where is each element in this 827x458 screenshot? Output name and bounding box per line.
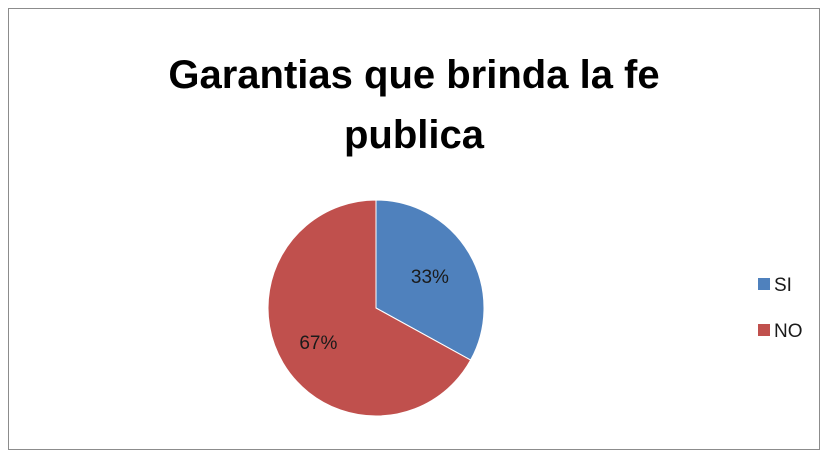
pie-slice-no [267, 199, 472, 417]
legend-label-si: SI [774, 275, 792, 296]
pie-slice-si [375, 199, 485, 361]
legend-swatch-si [758, 278, 770, 290]
legend-label-no: NO [774, 321, 803, 342]
chart-title: Garantias que brinda la fe publica [168, 53, 660, 157]
legend-swatch-no [758, 324, 770, 336]
data-label-si: 33% [411, 267, 449, 288]
data-label-no: 67% [299, 333, 337, 354]
